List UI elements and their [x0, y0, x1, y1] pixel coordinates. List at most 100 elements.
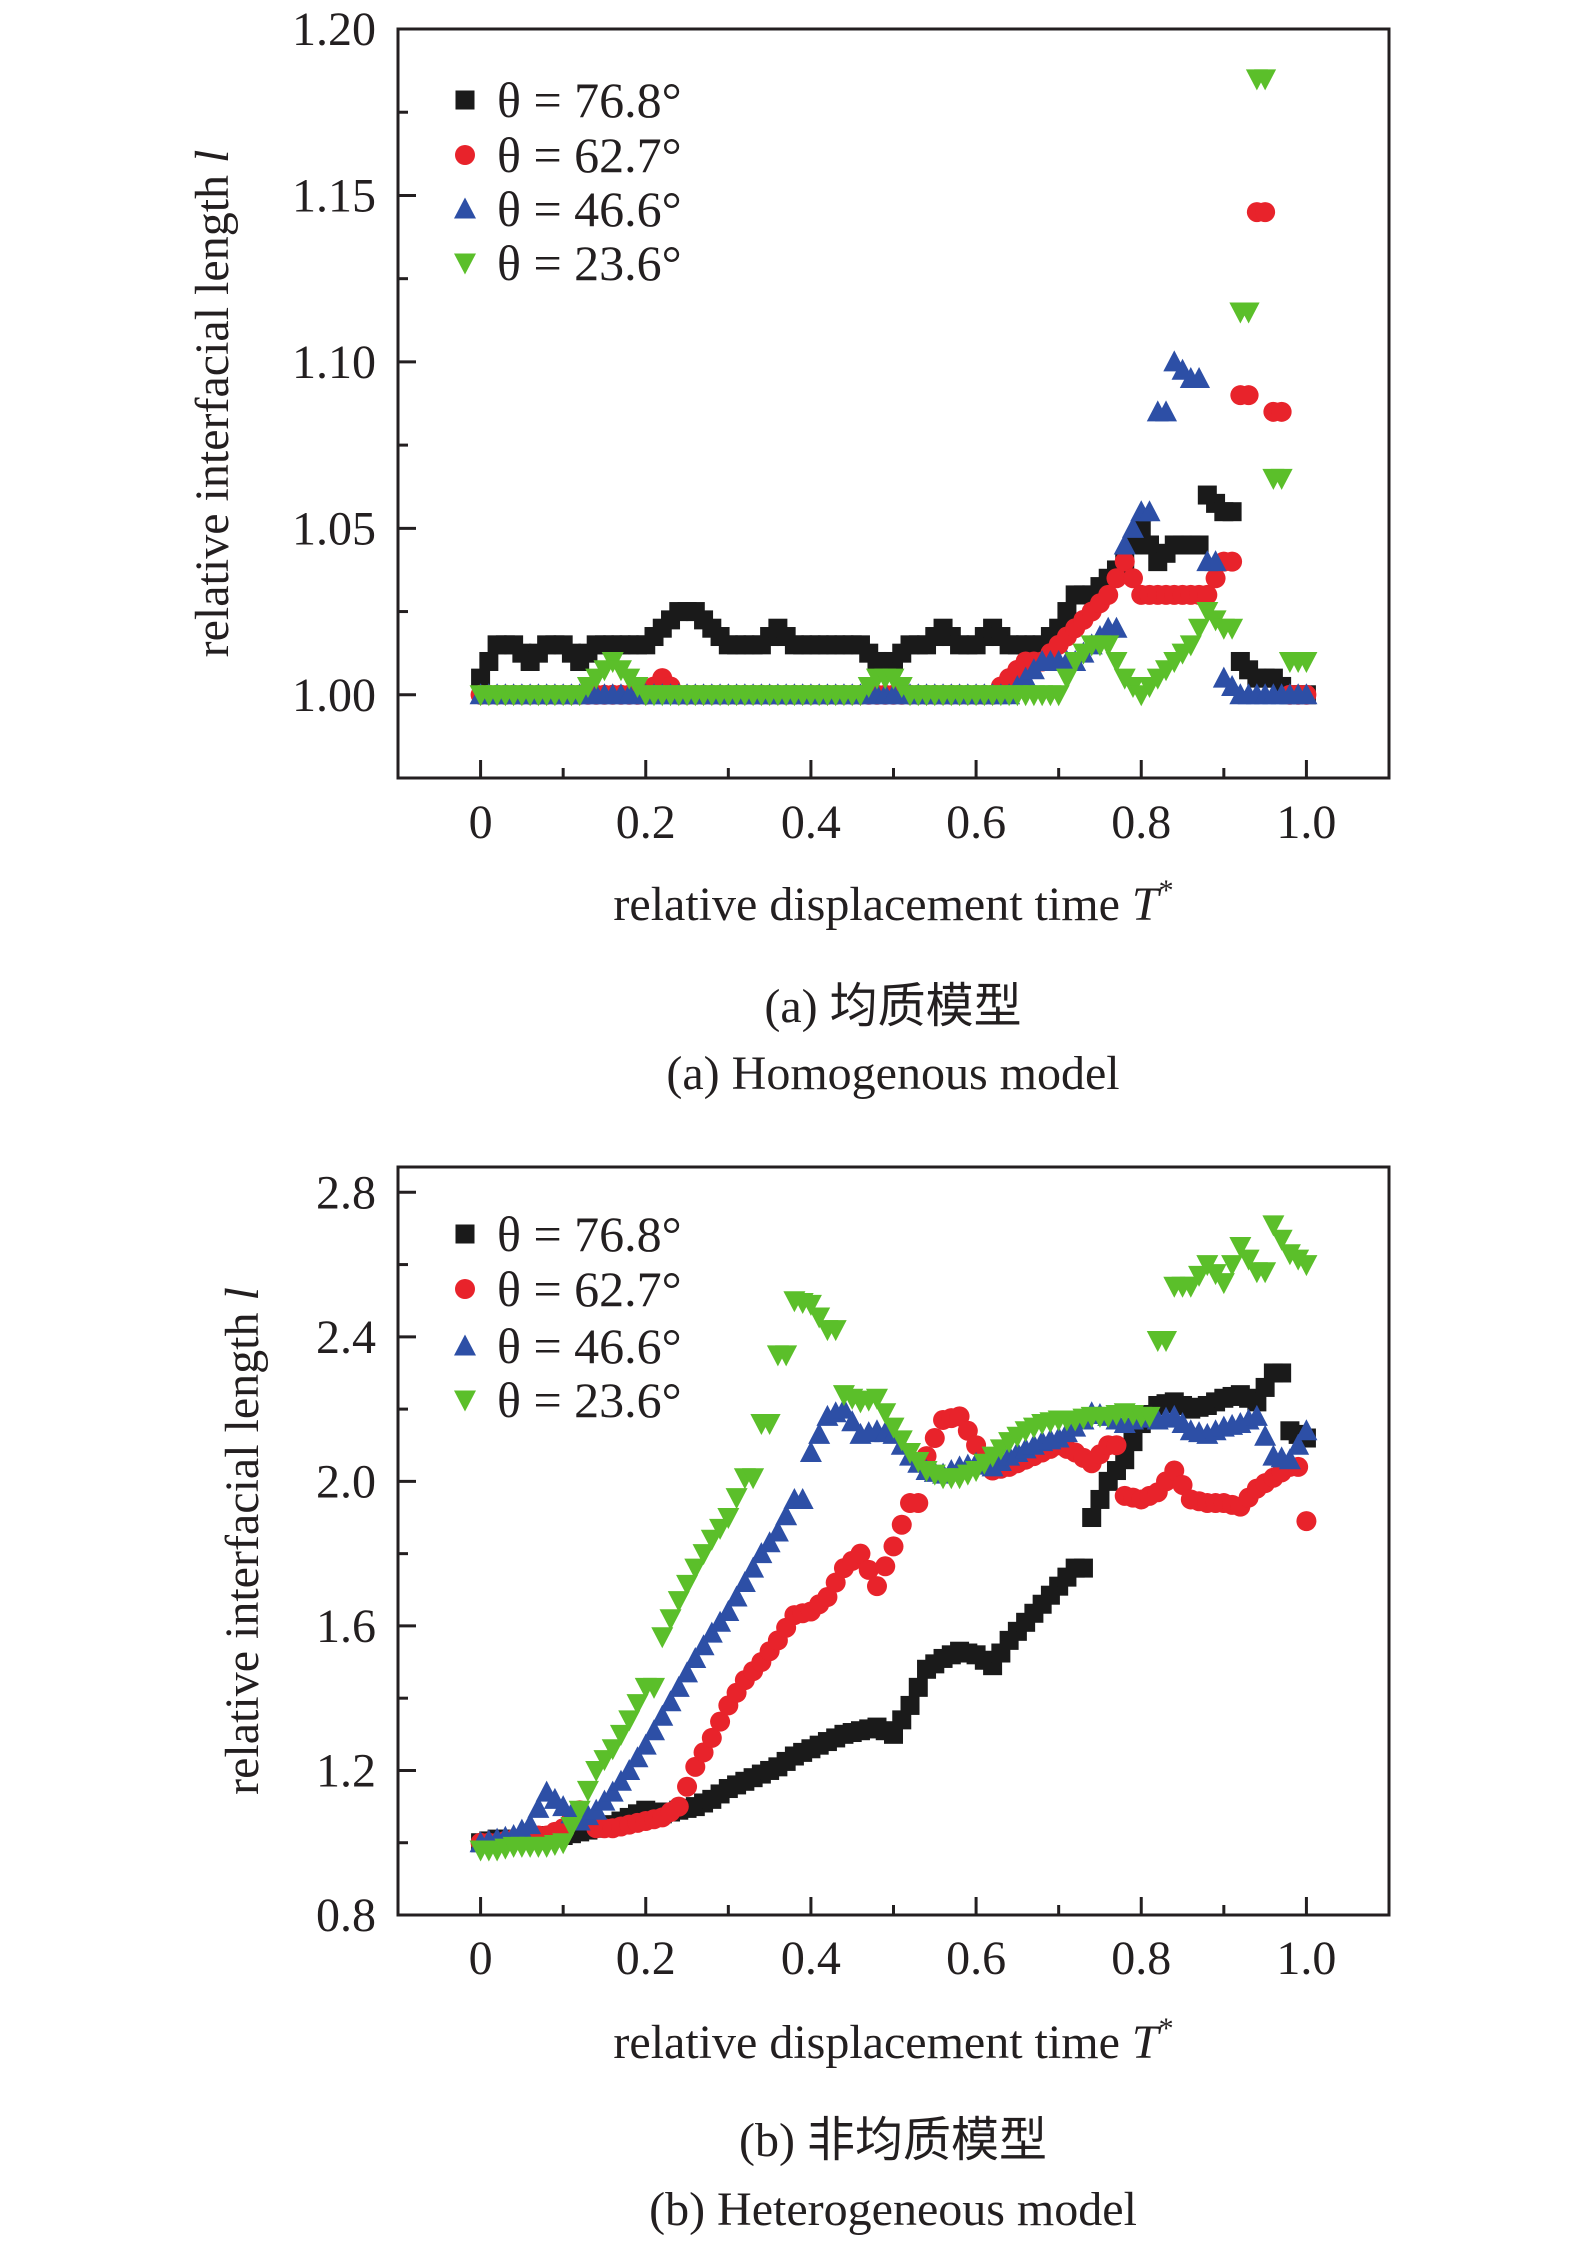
data-point	[626, 1746, 649, 1768]
legend-marker	[455, 1279, 475, 1299]
data-point	[865, 1388, 888, 1410]
data-point	[585, 1760, 608, 1782]
data-point	[1295, 651, 1318, 673]
data-point	[634, 1733, 657, 1755]
data-point	[1238, 385, 1259, 406]
data-point	[1106, 568, 1127, 589]
data-point	[1097, 635, 1120, 657]
data-point	[1247, 1392, 1267, 1412]
data-point	[874, 1403, 897, 1425]
y-tick-label: 2.4	[316, 1311, 376, 1364]
x-tick-label: 1.0	[1276, 796, 1336, 849]
data-point	[552, 1833, 575, 1855]
caption-cn: (a) 均质模型	[764, 980, 1021, 1033]
data-point	[1254, 69, 1277, 91]
y-tick-label: 1.20	[292, 3, 376, 56]
x-tick-label: 0.4	[781, 1932, 841, 1985]
y-tick-label: 1.2	[316, 1744, 376, 1797]
x-axis-label-text: relative displacement time	[613, 878, 1131, 931]
legend-marker	[455, 90, 475, 110]
data-point	[1090, 1489, 1110, 1509]
caption-cn: (b) 非均质模型	[739, 2114, 1047, 2167]
data-point	[1138, 1406, 1161, 1428]
data-point	[775, 1345, 798, 1367]
data-point	[1255, 202, 1276, 223]
data-point	[1254, 1424, 1277, 1446]
data-point	[1188, 367, 1211, 389]
data-point	[799, 1294, 822, 1316]
y-tick-label: 1.15	[292, 169, 376, 222]
legend-label: θ = 76.8°	[497, 1206, 682, 1262]
data-point	[609, 1769, 632, 1791]
data-point	[1155, 1330, 1178, 1352]
data-point	[875, 1556, 896, 1577]
data-point	[900, 1695, 920, 1715]
x-axis-label-sup: *	[1159, 2012, 1174, 2045]
data-point	[667, 1591, 690, 1613]
data-point	[742, 1468, 765, 1490]
x-tick-label: 0	[469, 1932, 493, 1985]
data-point	[659, 1690, 682, 1712]
data-point	[858, 1559, 879, 1580]
data-point	[1115, 1450, 1135, 1470]
data-point	[677, 1776, 698, 1797]
x-tick-label: 0.2	[616, 796, 676, 849]
x-tick-label: 0.2	[616, 1932, 676, 1985]
data-point	[791, 1487, 814, 1509]
legend-label: θ = 62.7°	[497, 1261, 682, 1317]
y-tick-label: 1.6	[316, 1600, 376, 1653]
legend-marker	[454, 253, 476, 275]
legend-label: θ = 23.6°	[497, 1372, 682, 1428]
data-point	[1237, 1249, 1260, 1271]
legend-label: θ = 46.6°	[497, 1318, 682, 1374]
y-axis-label-text: relative interfacial length	[216, 1300, 269, 1794]
data-point	[1222, 551, 1243, 572]
legend-marker	[454, 197, 476, 219]
x-axis-label-sup: *	[1159, 874, 1174, 907]
data-point	[479, 651, 499, 671]
data-point	[799, 1440, 822, 1462]
data-point	[701, 1727, 722, 1748]
data-point	[709, 1610, 732, 1632]
data-point	[519, 1813, 542, 1835]
panel-a-homogeneous: (a) 均质模型 (a) Homogenous model 0 0.2 0.4 0.6…	[186, 3, 1391, 1100]
data-point	[1114, 551, 1135, 572]
x-tick-label: 0	[469, 796, 493, 849]
legend-marker	[454, 1334, 476, 1356]
data-point	[892, 1710, 912, 1730]
data-point	[659, 1609, 682, 1631]
data-point	[1197, 584, 1218, 605]
data-point	[1255, 1377, 1275, 1397]
data-point	[725, 1488, 748, 1510]
data-point	[643, 1677, 666, 1699]
data-point	[1296, 1511, 1317, 1532]
series-square	[471, 485, 1316, 705]
data-point	[832, 1397, 855, 1419]
data-point	[1295, 1419, 1318, 1441]
legend-marker	[455, 1224, 475, 1244]
data-point	[883, 1536, 904, 1557]
data-point	[1262, 1215, 1285, 1237]
legend-label: θ = 23.6°	[497, 235, 682, 291]
data-point	[924, 1428, 945, 1449]
data-point	[841, 1410, 864, 1432]
x-tick-label: 0.8	[1111, 1932, 1171, 1985]
data-point	[651, 1704, 674, 1726]
data-point	[1113, 533, 1136, 555]
data-point	[1179, 635, 1202, 657]
legend-label: θ = 46.6°	[497, 181, 682, 237]
y-tick-label: 1.10	[292, 336, 376, 389]
y-tick-label: 1.00	[292, 669, 376, 722]
caption-en: (b) Heterogeneous model	[649, 2183, 1137, 2236]
data-point	[1270, 468, 1293, 490]
data-point	[668, 1796, 689, 1817]
data-point	[1047, 685, 1070, 707]
x-axis-label-var: T	[1132, 2016, 1162, 2069]
data-point	[1295, 1255, 1318, 1277]
data-point	[1138, 500, 1161, 522]
data-point	[1278, 1448, 1301, 1470]
data-point	[733, 1571, 756, 1593]
data-point	[1245, 1404, 1268, 1426]
series-triangle-down	[469, 69, 1318, 707]
data-point	[1073, 1558, 1093, 1578]
